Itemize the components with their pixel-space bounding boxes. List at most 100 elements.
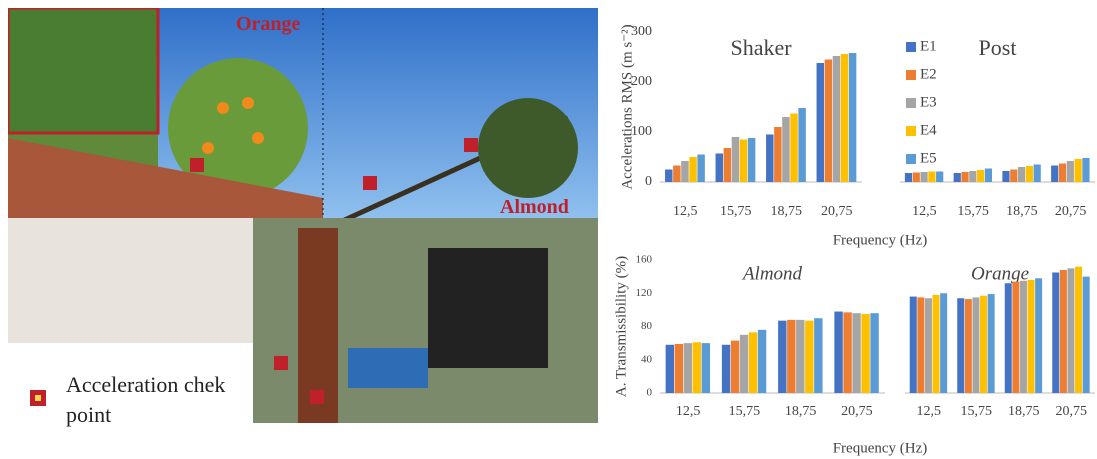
panel-title: Almond [741,263,803,284]
bar [840,54,849,182]
check-point [190,158,204,172]
bar [972,297,980,393]
bar [814,318,823,393]
bar [832,56,841,182]
bar [1004,283,1012,393]
roof [8,138,323,218]
legend-marker [30,390,46,406]
x-tick-label: 12,5 [676,404,701,419]
bar [774,127,782,182]
legend-swatch [906,42,916,52]
bar [987,294,995,393]
check-point [310,390,324,404]
bar [1027,279,1035,393]
panel-title: Post [979,35,1017,60]
bar [715,153,724,182]
bar [787,319,796,393]
bar [739,334,749,393]
bar [701,343,711,393]
x-tick-label: 20,75 [1056,404,1088,419]
bar [1035,278,1043,393]
bar [1067,268,1075,393]
bar [912,172,920,182]
fruit [242,97,254,109]
legend-label: E1 [920,38,937,54]
photo-label: Almond [500,196,569,218]
bar [805,320,814,393]
y-axis-label: Accelerations RMS (m s⁻²) [619,24,635,189]
bar [1017,167,1026,182]
bar [790,113,798,182]
bar [721,344,731,393]
bar [904,173,913,182]
bar [674,343,684,393]
bar [932,294,940,393]
photo-composite: Orange Almond [8,8,598,423]
tractor [428,248,548,368]
bar [824,59,833,182]
bar [681,161,689,182]
bar [1012,281,1020,393]
x-tick-label: 15,75 [957,204,989,219]
bar [778,320,787,393]
bar [1082,276,1090,393]
bar [848,53,857,182]
bar [984,168,993,182]
wall [8,218,253,343]
x-tick-label: 20,75 [821,204,853,219]
x-tick-label: 12,5 [912,204,937,219]
x-tick-label: 18,75 [1008,404,1040,419]
x-tick-label: 18,75 [1006,204,1038,219]
y-tick-label: 160 [636,254,653,266]
bar [1019,280,1027,393]
x-tick-label: 18,75 [771,204,803,219]
bar [834,311,843,393]
fruit [202,142,214,154]
bar [1074,159,1082,182]
inset [8,8,160,135]
bar [816,63,825,182]
bar [683,343,693,393]
bar [980,295,988,393]
x-axis-label: Frequency (Hz) [833,232,928,248]
fruit [252,132,264,144]
legend-swatch [906,154,916,164]
y-tick-label: 0 [647,387,653,399]
bar [757,329,767,393]
bar [1010,169,1018,182]
legend-label: E2 [920,66,937,82]
legend-swatch [906,126,916,136]
bar [1082,158,1090,182]
y-tick-label: 80 [641,320,653,332]
legend-swatch [906,70,916,80]
bar [766,134,774,182]
y-tick-label: 300 [631,24,652,39]
x-tick-label: 18,75 [785,404,817,419]
bar [796,319,805,393]
bar [692,342,702,393]
bar [969,171,977,182]
bar [964,299,972,393]
bar [697,154,705,182]
y-axis-label: A. Transmissibility (%) [613,256,629,397]
x-tick-label: 12,5 [917,404,942,419]
bar [665,344,675,393]
shaker [348,348,428,388]
fruit [217,102,229,114]
bar [920,172,928,182]
x-tick-label: 15,75 [720,204,752,219]
bar [924,298,932,393]
x-axis-label: Frequency (Hz) [833,440,928,456]
bar [1066,161,1074,182]
bar [909,296,917,393]
bar [798,108,806,182]
bar [928,171,936,182]
bar [748,332,758,393]
legend-label: E5 [920,150,937,166]
legend-label: E4 [920,122,937,138]
legend-text: Acceleration chek point [66,372,226,427]
bar [870,313,879,393]
bar [852,313,861,393]
